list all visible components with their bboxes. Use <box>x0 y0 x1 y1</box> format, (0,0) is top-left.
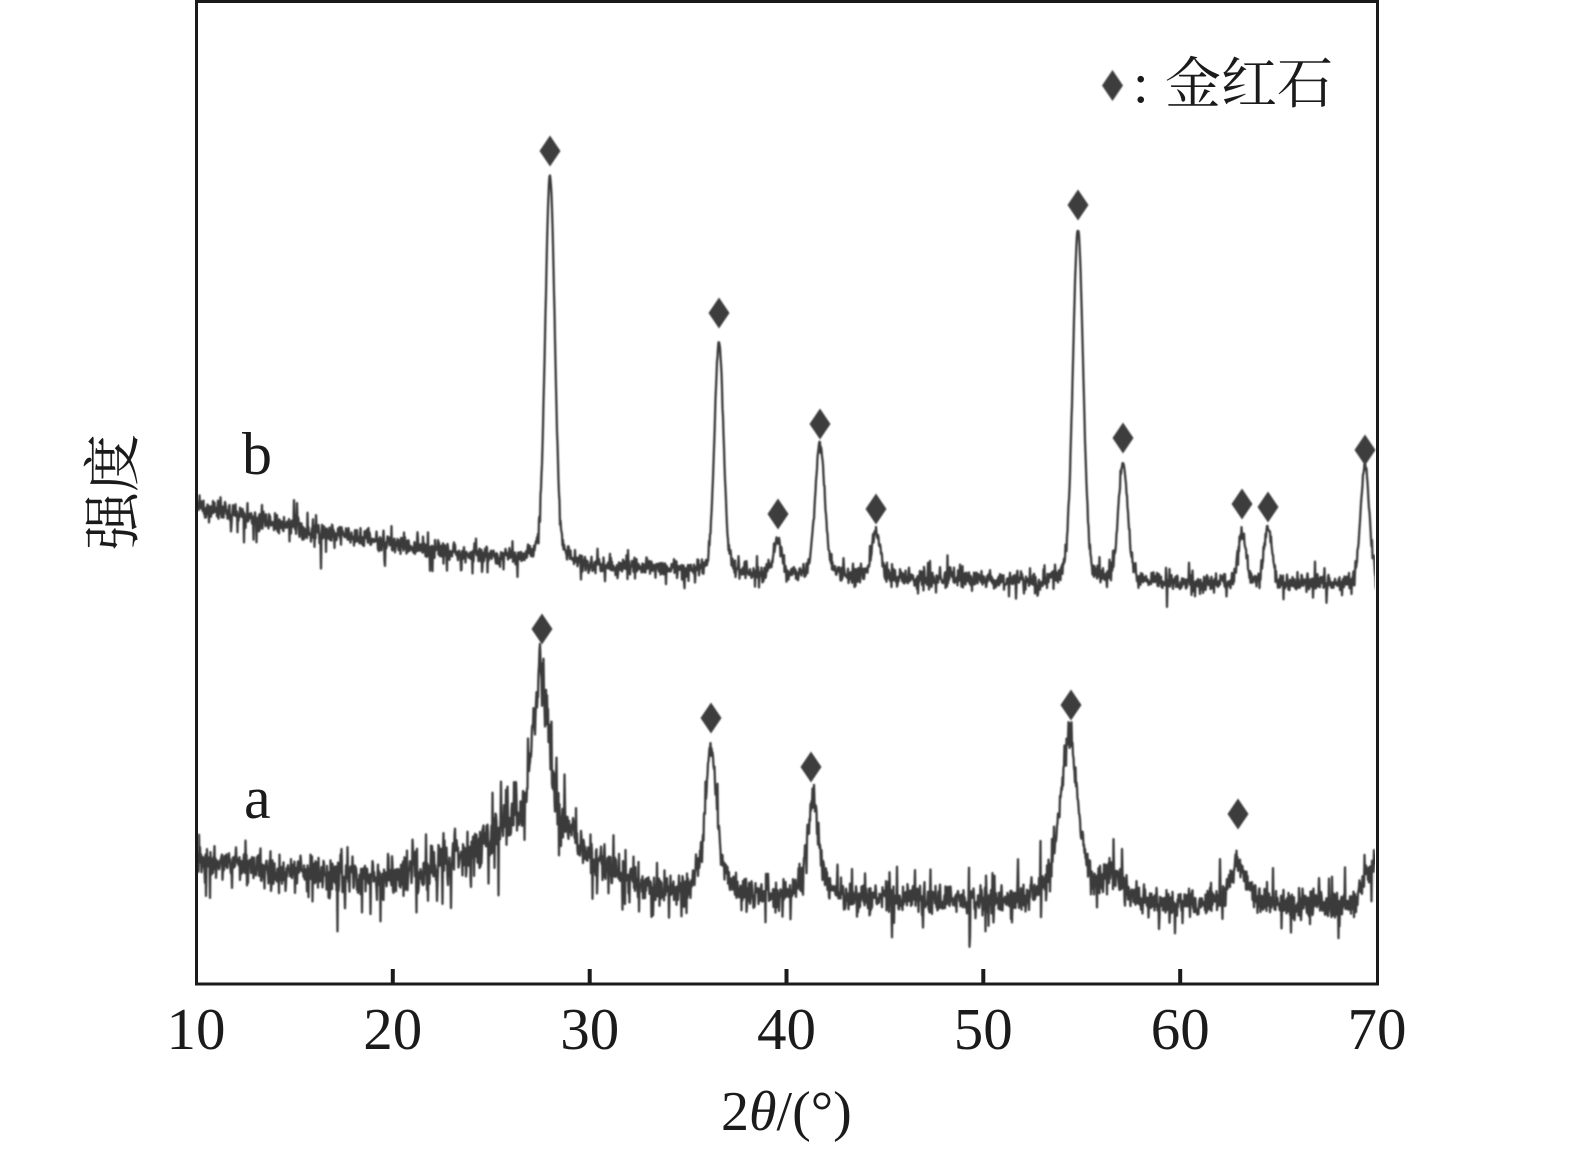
svg-text:50: 50 <box>954 996 1013 1062</box>
svg-text:a: a <box>244 765 271 831</box>
svg-text:30: 30 <box>560 996 619 1062</box>
svg-text:70: 70 <box>1348 996 1407 1062</box>
svg-text:b: b <box>242 421 272 487</box>
svg-text::: : <box>1133 53 1149 115</box>
svg-text:20: 20 <box>363 996 422 1062</box>
svg-text:40: 40 <box>757 996 816 1062</box>
svg-text:10: 10 <box>167 996 226 1062</box>
svg-text:2θ/(°): 2θ/(°) <box>721 1081 852 1143</box>
svg-text:60: 60 <box>1151 996 1210 1062</box>
